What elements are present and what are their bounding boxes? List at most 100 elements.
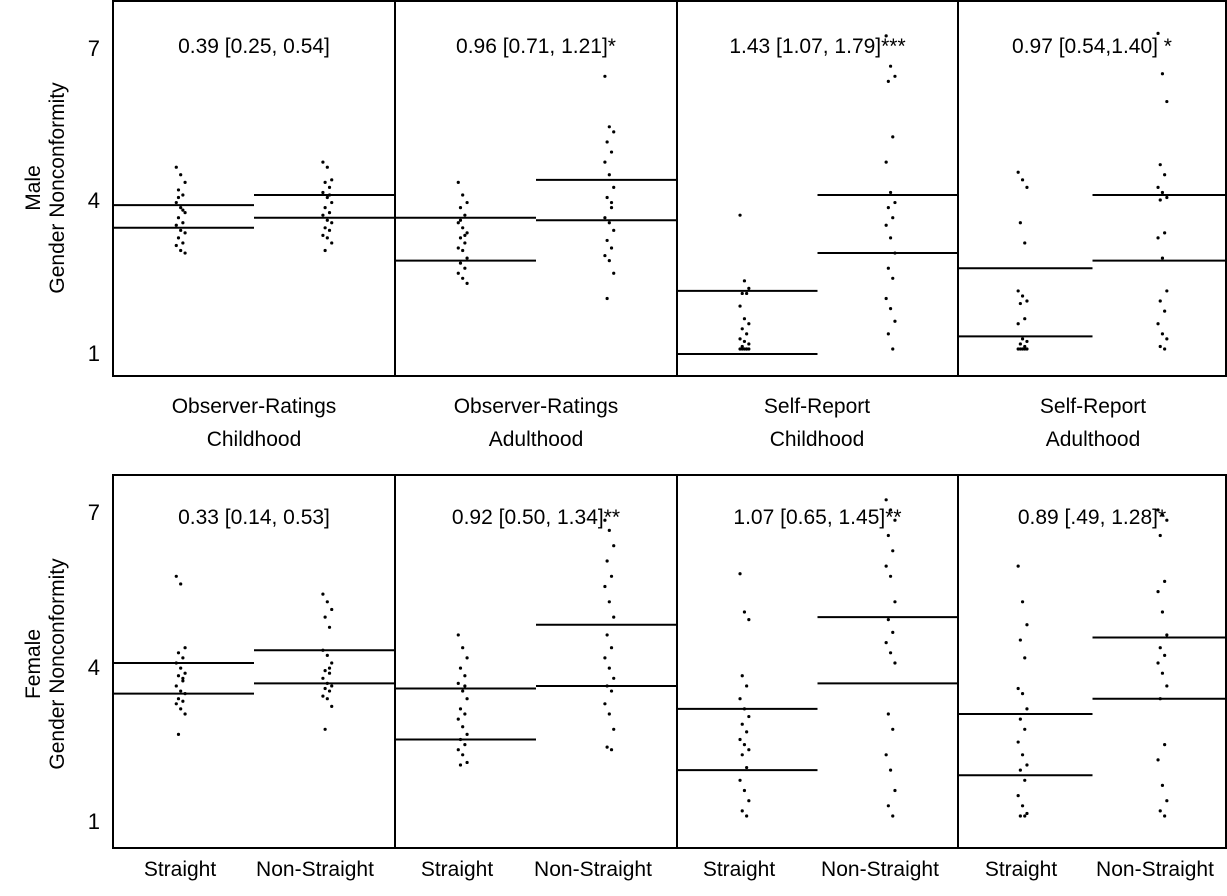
data-point — [603, 656, 607, 660]
data-point — [609, 150, 614, 154]
data-point — [1018, 814, 1022, 818]
data-point — [181, 221, 185, 225]
data-point — [461, 646, 465, 650]
data-point — [1160, 610, 1165, 614]
data-point — [174, 243, 178, 248]
data-point — [323, 226, 327, 230]
data-point — [603, 74, 607, 78]
data-point — [321, 213, 325, 217]
data-point — [1160, 671, 1165, 675]
data-point — [183, 692, 187, 696]
data-point — [330, 178, 334, 182]
data-point — [1020, 753, 1025, 757]
data-point — [181, 679, 185, 683]
data-point — [605, 745, 609, 749]
data-point — [323, 686, 327, 691]
row1-ytick-4: 4 — [88, 188, 100, 213]
data-point — [607, 712, 611, 716]
data-point — [327, 185, 332, 189]
data-point — [323, 615, 327, 619]
data-point — [1156, 661, 1160, 665]
data-point — [321, 160, 325, 164]
data-point — [609, 748, 614, 752]
effect-size-annotation: 0.96 [0.71, 1.21]* — [456, 35, 616, 58]
data-point — [884, 641, 888, 645]
data-point — [1163, 814, 1167, 818]
data-point — [461, 276, 465, 280]
data-point — [745, 291, 749, 296]
data-point — [740, 674, 744, 678]
data-point — [742, 707, 747, 711]
data-point — [321, 694, 325, 698]
data-point — [886, 618, 890, 622]
data-point — [609, 206, 614, 210]
data-point — [738, 213, 742, 217]
data-point — [176, 195, 181, 200]
group-label-straight: Straight — [144, 858, 217, 881]
data-point — [461, 753, 465, 757]
data-point — [1165, 99, 1169, 104]
data-point — [463, 233, 467, 237]
data-point — [612, 130, 616, 134]
data-point — [891, 216, 895, 220]
data-point — [179, 248, 183, 253]
data-point — [463, 684, 467, 688]
data-point — [886, 266, 890, 270]
data-point — [179, 582, 183, 586]
data-point — [1016, 347, 1020, 351]
data-point — [327, 625, 332, 629]
data-point — [891, 630, 895, 635]
effect-size-annotation: 0.89 [.49, 1.28]* — [1018, 506, 1166, 529]
data-point — [465, 256, 469, 260]
data-point — [321, 233, 325, 237]
data-point — [747, 286, 751, 290]
data-point — [738, 572, 742, 576]
data-point — [1158, 809, 1162, 813]
data-point — [738, 737, 742, 742]
data-point — [742, 347, 747, 351]
data-point — [1016, 794, 1020, 798]
data-point — [745, 347, 749, 351]
data-point — [1020, 178, 1025, 182]
group-label-non-straight: Non-Straight — [1096, 858, 1214, 881]
data-point — [1020, 804, 1025, 808]
data-point — [747, 618, 751, 622]
data-point — [612, 544, 616, 548]
data-point — [181, 699, 185, 703]
data-point — [323, 669, 327, 673]
data-point — [888, 651, 893, 655]
data-point — [1023, 241, 1027, 245]
data-point — [745, 765, 749, 770]
data-point — [325, 218, 329, 222]
data-point — [458, 666, 463, 670]
data-point — [1023, 727, 1027, 731]
data-point — [1163, 231, 1167, 235]
data-point — [183, 646, 187, 650]
data-point — [605, 633, 609, 637]
data-point — [456, 717, 460, 721]
data-point — [323, 180, 327, 184]
data-point — [891, 727, 895, 731]
effect-size-annotation: 1.43 [1.07, 1.79]*** — [729, 35, 905, 58]
data-point — [179, 666, 183, 670]
data-point — [1025, 347, 1029, 351]
data-point — [884, 564, 888, 568]
data-point — [738, 304, 742, 308]
data-point — [605, 140, 609, 144]
data-point — [181, 656, 185, 660]
data-point — [740, 327, 744, 331]
data-point — [888, 508, 893, 512]
data-point — [1025, 763, 1029, 767]
data-point — [612, 228, 616, 232]
row2-ytick-1: 1 — [88, 809, 100, 834]
data-point — [461, 193, 465, 197]
data-point — [1160, 332, 1165, 336]
data-point — [325, 236, 329, 240]
data-point — [1023, 347, 1027, 351]
data-point — [891, 814, 895, 818]
data-point — [605, 559, 609, 563]
data-point — [888, 236, 893, 240]
data-point — [1156, 31, 1160, 35]
data-point — [738, 778, 742, 782]
data-point — [607, 221, 611, 225]
